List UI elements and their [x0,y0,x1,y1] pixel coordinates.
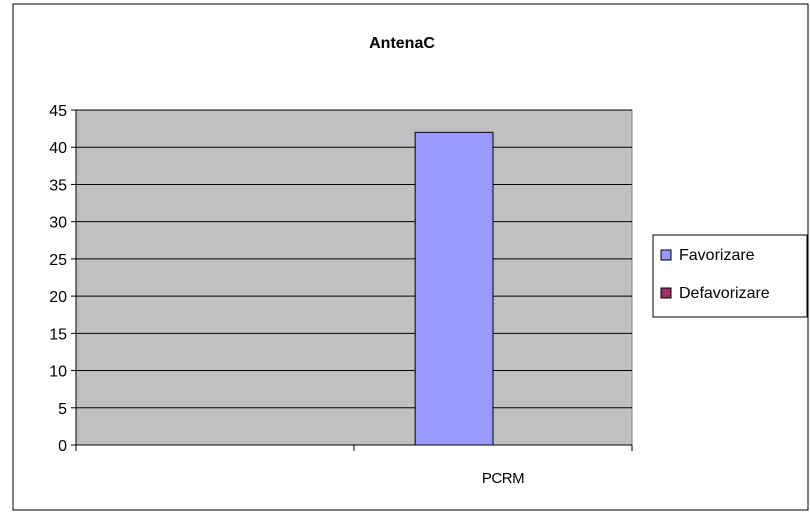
legend-label: Defavorizare [679,285,770,302]
plot-background [75,109,633,446]
y-tick-label: 30 [49,215,67,232]
plot-area: 0 5 10 15 20 25 30 35 40 45 PCRM [49,103,633,487]
y-tick-label: 15 [49,326,67,343]
x-tick-label: PCRM [482,470,524,487]
y-tick-label: 5 [58,401,67,418]
legend: Favorizare Defavorizare [652,234,808,318]
y-tick-label: 0 [58,438,67,455]
bar [414,131,494,446]
y-tick-label: 10 [49,364,67,381]
legend-box [652,234,808,318]
y-tick-label: 40 [49,140,67,157]
y-tick-label: 25 [49,252,67,269]
legend-label: Favorizare [679,247,755,264]
legend-swatch [660,287,672,299]
y-tick-label: 45 [49,103,67,120]
legend-swatch [660,249,672,261]
y-tick-label: 20 [49,289,67,306]
chart-title: AntenaC [369,35,435,52]
y-tick-label: 35 [49,177,67,194]
